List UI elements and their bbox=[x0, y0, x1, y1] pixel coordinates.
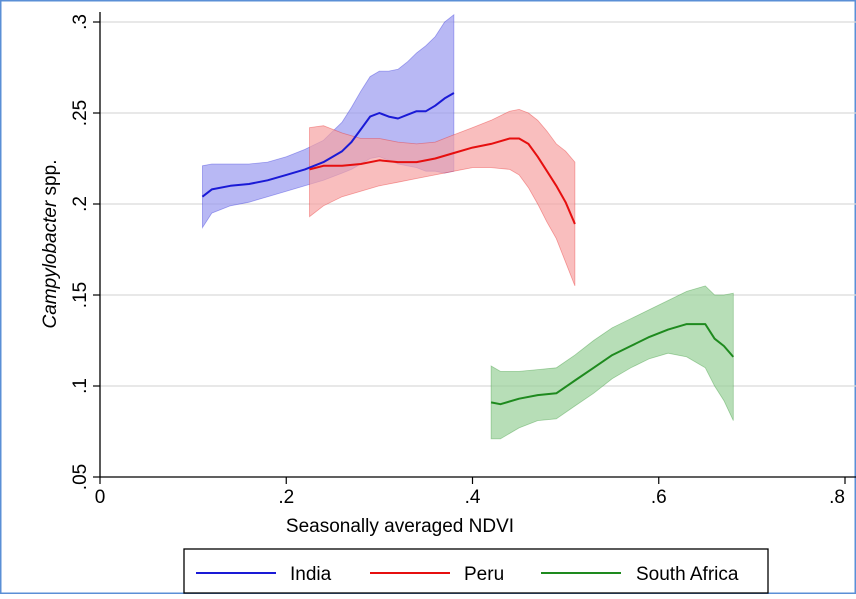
y-tick-label: .25 bbox=[70, 100, 91, 126]
series-lines bbox=[201, 92, 735, 406]
y-tick-label: .1 bbox=[70, 378, 91, 394]
legend: India Peru South Africa bbox=[183, 548, 769, 594]
series-line-india bbox=[201, 92, 455, 198]
x-tick-label: .2 bbox=[278, 487, 294, 508]
x-tick-label: .8 bbox=[829, 487, 845, 508]
y-tick-label: .15 bbox=[70, 282, 91, 308]
confidence-bands bbox=[202, 13, 734, 440]
axes bbox=[99, 12, 856, 478]
x-tick-label: 0 bbox=[95, 487, 106, 508]
y-tick-label: .2 bbox=[70, 196, 91, 212]
legend-label-south-africa: South Africa bbox=[636, 564, 739, 585]
series-line-south-africa bbox=[490, 323, 735, 406]
x-axis-title: Seasonally averaged NDVI bbox=[286, 516, 514, 537]
confidence-band-peru bbox=[309, 108, 576, 287]
confidence-band-south-africa bbox=[490, 285, 734, 440]
y-tick-label: .3 bbox=[70, 14, 91, 30]
y-tick-label: .05 bbox=[70, 464, 91, 490]
series-line-peru bbox=[309, 137, 576, 225]
y-axis-title-rest: spp. bbox=[40, 160, 61, 201]
y-axis-title: Campylobacter spp. bbox=[40, 160, 61, 329]
legend-box bbox=[183, 548, 769, 594]
legend-label-india: India bbox=[290, 564, 332, 585]
axis-ticks: .05 .1 .15 .2 .25 .3 0 .2 .4 .6 .8 bbox=[70, 14, 846, 508]
y-axis-title-italic: Campylobacter bbox=[40, 200, 61, 328]
legend-label-peru: Peru bbox=[464, 564, 504, 585]
x-tick-label: .6 bbox=[651, 487, 667, 508]
x-tick-label: .4 bbox=[465, 487, 481, 508]
